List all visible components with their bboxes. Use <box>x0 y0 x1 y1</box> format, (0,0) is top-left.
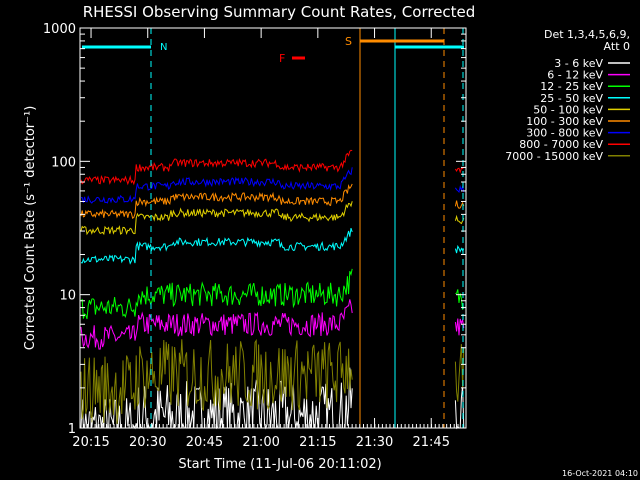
flare-label: F <box>279 52 285 65</box>
y-tick-label: 1 <box>68 422 76 437</box>
series-line <box>80 338 465 424</box>
legend-label: 12 - 25 keV <box>540 80 603 93</box>
legend-label: 300 - 800 keV <box>526 127 603 140</box>
plot-frame <box>79 27 467 429</box>
footer-date: 16-Oct-2021 04:10 <box>562 469 638 478</box>
axes: 1 10 100 1000 20:15 20:30 20:45 21:00 21:15 21:30… <box>43 22 467 450</box>
x-tick-label: 21:15 <box>299 435 336 450</box>
x-axis-label: Start Time (11-Jul-06 20:11:02) <box>178 457 381 472</box>
legend-header-line1: Det 1,3,4,5,6,9, <box>544 28 630 41</box>
y-tick-label: 10 <box>59 289 76 304</box>
legend-label: 100 - 300 keV <box>526 115 603 128</box>
x-tick-label: 21:30 <box>356 435 393 450</box>
x-tick-label: 21:00 <box>242 435 279 450</box>
series-line <box>80 183 465 220</box>
legend-label: 25 - 50 keV <box>540 92 603 105</box>
y-tick-label: 100 <box>51 155 76 170</box>
x-tick-label: 20:45 <box>186 435 223 450</box>
y-tick-label: 1000 <box>43 22 76 37</box>
series-line <box>80 268 465 320</box>
series-line <box>80 299 465 350</box>
series-line <box>80 149 465 186</box>
chart-title: RHESSI Observing Summary Count Rates, Co… <box>83 3 476 21</box>
night-label: N <box>160 42 167 53</box>
legend-header-line2: Att 0 <box>604 40 630 53</box>
series-line <box>80 227 465 265</box>
legend-label: 3 - 6 keV <box>554 57 603 70</box>
legend-label: 7000 - 15000 keV <box>505 150 603 163</box>
legend-label: 50 - 100 keV <box>533 103 603 116</box>
y-axis-label: Corrected Count Rate (s⁻¹ detector⁻¹) <box>23 106 38 351</box>
legend-label: 800 - 7000 keV <box>519 138 603 151</box>
plot-area: N F S <box>80 28 465 430</box>
series-line <box>80 167 465 204</box>
x-tick-label: 21:45 <box>413 435 450 450</box>
x-tick-label: 20:30 <box>129 435 166 450</box>
legend-label: 6 - 12 keV <box>547 69 603 82</box>
x-tick-label: 20:15 <box>72 435 109 450</box>
saa-label: S <box>345 35 352 48</box>
series-line <box>80 201 465 236</box>
